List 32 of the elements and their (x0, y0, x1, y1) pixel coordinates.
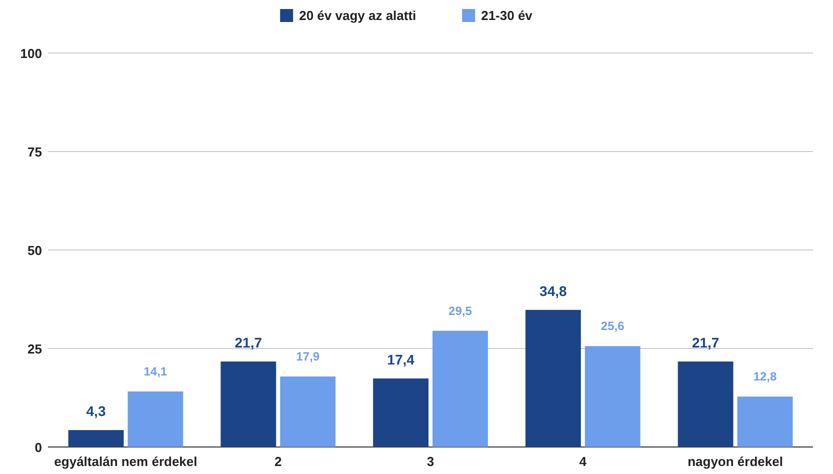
bar (432, 330, 488, 447)
bar (373, 378, 428, 447)
bar (128, 391, 184, 447)
data-label: 17,9 (296, 349, 320, 364)
bar (220, 362, 276, 447)
data-label: 29,5 (448, 304, 472, 318)
y-tick-label: 100 (20, 46, 42, 61)
data-label: 34,8 (540, 282, 568, 299)
y-tick-label: 75 (28, 144, 42, 160)
bar (678, 362, 734, 447)
bar (525, 310, 581, 447)
data-label: 21,7 (692, 334, 720, 350)
y-tick-label: 0 (34, 440, 42, 455)
data-label: 25,6 (600, 319, 625, 334)
bar (68, 430, 124, 447)
bar (280, 376, 336, 447)
x-tick-label: egyáltalán nem érdekel (54, 454, 198, 469)
x-tick-label: 2 (274, 454, 282, 469)
data-label: 14,1 (144, 364, 168, 378)
x-tick-label: nagyon érdekel (688, 454, 783, 469)
legend-label: 21-30 év (481, 8, 534, 23)
y-tick-label: 50 (28, 243, 42, 258)
data-label: 17,4 (387, 351, 415, 368)
bar (584, 346, 640, 447)
y-tick-label: 25 (28, 342, 42, 356)
legend-label: 20 év vagy az alatti (299, 8, 416, 23)
x-tick-label: 3 (426, 454, 434, 469)
x-tick-label: 4 (579, 454, 588, 469)
data-label: 12,8 (753, 370, 777, 384)
data-label: 21,7 (234, 334, 262, 350)
data-label: 4,3 (86, 403, 106, 420)
bar (737, 396, 793, 447)
